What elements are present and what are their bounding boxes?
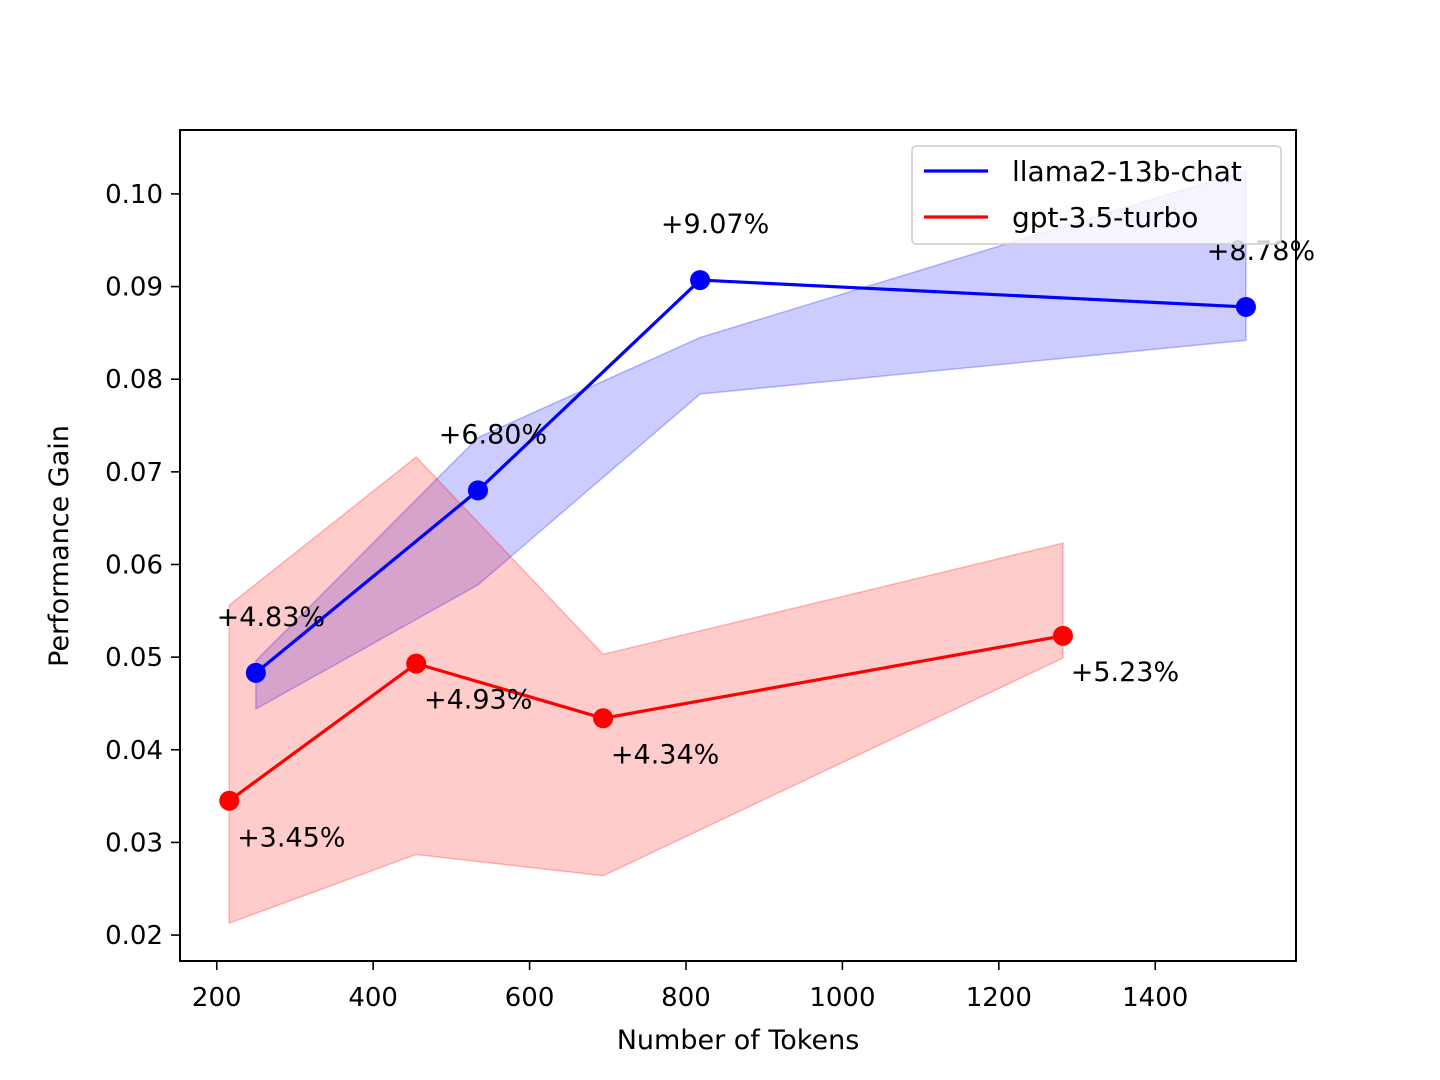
value-label-llama2-13b-chat: +9.07% [661, 209, 769, 240]
line-llama2-13b-chat [254, 278, 1247, 675]
point-gpt-3.5-turbo [593, 708, 614, 729]
band-gpt-3.5-turbo [228, 456, 1064, 925]
y-tick-label: 0.09 [105, 273, 163, 303]
legend: llama2-13b-chat gpt-3.5-turbo [911, 145, 1282, 245]
value-label-gpt-3.5-turbo: +5.23% [1071, 657, 1179, 688]
x-tick-label: 1200 [966, 983, 1032, 1013]
legend-label: gpt-3.5-turbo [1012, 201, 1198, 234]
value-label-gpt-3.5-turbo: +3.45% [237, 823, 345, 854]
x-tick-label: 1400 [1122, 983, 1188, 1013]
y-tick-label: 0.03 [105, 828, 163, 858]
value-label-llama2-13b-chat: +4.83% [217, 602, 325, 633]
y-tick-label: 0.02 [105, 921, 163, 951]
value-label-gpt-3.5-turbo: +4.93% [424, 685, 532, 716]
y-axis-title: Performance Gain [44, 425, 75, 667]
point-llama2-13b-chat [690, 270, 711, 291]
x-axis-title: Number of Tokens [617, 1025, 860, 1056]
point-llama2-13b-chat [1235, 296, 1256, 317]
legend-label: llama2-13b-chat [1012, 155, 1242, 188]
y-tick-label: 0.05 [105, 643, 163, 673]
line-gpt-3.5-turbo [228, 634, 1064, 803]
point-gpt-3.5-turbo [1052, 625, 1073, 646]
point-llama2-13b-chat [245, 662, 266, 683]
y-tick-label: 0.06 [105, 550, 163, 580]
value-label-gpt-3.5-turbo: +4.34% [611, 739, 719, 770]
x-tick-label: 1000 [809, 983, 875, 1013]
y-tick-label: 0.10 [105, 180, 163, 210]
y-tick-label: 0.04 [105, 736, 163, 766]
x-tick-label: 600 [505, 983, 555, 1013]
y-tick-label: 0.08 [105, 365, 163, 395]
value-label-llama2-13b-chat: +6.80% [439, 419, 547, 450]
x-tick-label: 200 [192, 983, 242, 1013]
point-gpt-3.5-turbo [406, 653, 427, 674]
x-tick-label: 400 [348, 983, 398, 1013]
point-llama2-13b-chat [467, 480, 488, 501]
x-tick-label: 800 [661, 983, 711, 1013]
y-tick-label: 0.07 [105, 458, 163, 488]
legend-box [911, 145, 1282, 245]
point-gpt-3.5-turbo [219, 790, 240, 811]
band-llama2-13b-chat [255, 169, 1247, 711]
plot-frame [179, 129, 1297, 962]
